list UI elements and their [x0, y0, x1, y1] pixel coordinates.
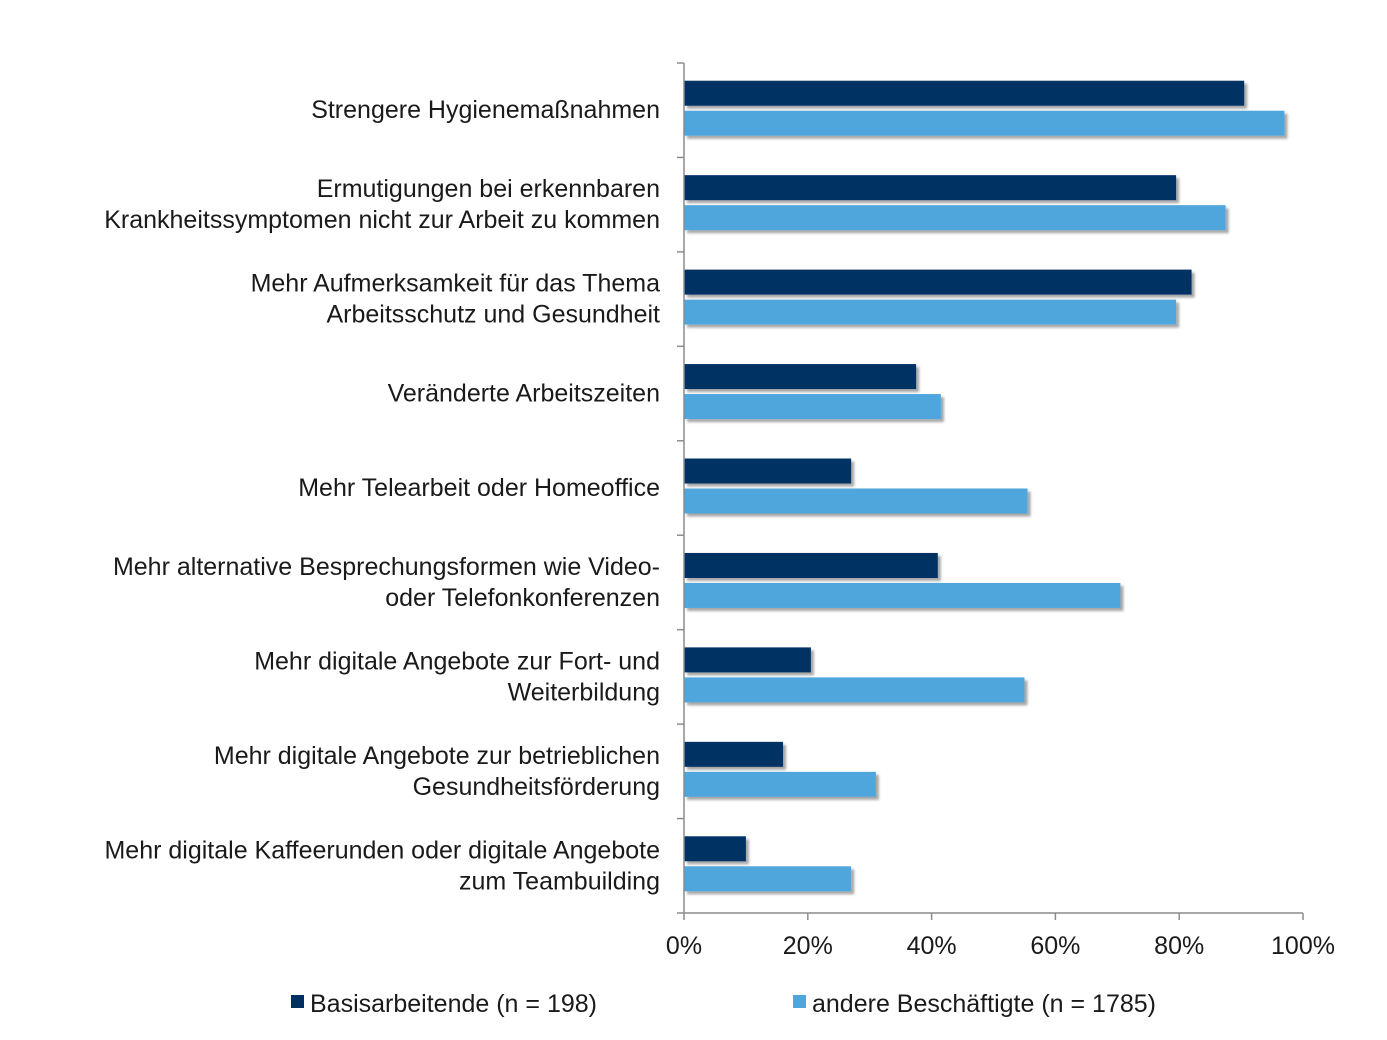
category-label-9: Mehr digitale Kaffeerunden oder digitale…	[104, 836, 660, 895]
category-label-line: Ermutigungen bei erkennbaren	[317, 175, 660, 203]
category-label-1: Strengere Hygienemaßnahmen	[311, 96, 660, 124]
category-label-line: Mehr digitale Angebote zur betrieblichen	[214, 742, 660, 770]
x-tick-label: 40%	[907, 932, 957, 960]
bar-series2-cat2	[684, 205, 1226, 231]
bar-series1-cat1	[684, 80, 1245, 106]
category-label-5: Mehr Telearbeit oder Homeoffice	[298, 474, 660, 502]
category-label-6: Mehr alternative Besprechungsformen wie …	[113, 553, 660, 612]
bar-series2-cat4	[684, 394, 941, 420]
legend: Basisarbeitende (n = 198) andere Beschäft…	[291, 990, 1156, 1018]
bar-series1-cat4	[684, 364, 917, 390]
bar-series2-cat6	[684, 582, 1121, 608]
bar-series1-cat6	[684, 552, 938, 578]
x-tick-label: 100%	[1271, 932, 1335, 960]
axes-group	[677, 62, 1304, 920]
x-tick-label: 0%	[666, 932, 702, 960]
category-label-2: Ermutigungen bei erkennbaren Krankheitssy…	[104, 175, 660, 234]
category-label-3: Mehr Aufmerksamkeit für das Thema Arbeits…	[251, 270, 661, 329]
bars-group	[684, 80, 1285, 892]
x-tick-labels: 0% 20% 40% 60% 80% 100%	[666, 932, 1335, 960]
category-label-line: Weiterbildung	[508, 678, 660, 706]
legend-swatch-2	[793, 995, 806, 1008]
category-label-line: Mehr alternative Besprechungsformen wie …	[113, 553, 660, 581]
bar-series1-cat5	[684, 458, 852, 484]
bar-series1-cat2	[684, 175, 1177, 201]
bar-series1-cat8	[684, 741, 784, 767]
category-label-line: Mehr Aufmerksamkeit für das Thema	[251, 270, 661, 298]
category-label-line: Strengere Hygienemaßnahmen	[311, 96, 660, 124]
category-label-line: Arbeitsschutz und Gesundheit	[326, 301, 660, 329]
legend-swatch-1	[291, 995, 304, 1008]
x-tick-label: 80%	[1154, 932, 1204, 960]
x-tick-label: 20%	[783, 932, 833, 960]
bar-series2-cat5	[684, 488, 1028, 514]
legend-label-2: andere Beschäftigte (n = 1785)	[812, 990, 1156, 1018]
bar-series2-cat3	[684, 299, 1177, 325]
category-label-line: Mehr Telearbeit oder Homeoffice	[298, 474, 660, 502]
category-labels: Strengere Hygienemaßnahmen Ermutigungen b…	[104, 96, 660, 895]
category-label-line: Krankheitssymptomen nicht zur Arbeit zu …	[104, 206, 660, 234]
category-label-line: oder Telefonkonferenzen	[385, 584, 660, 612]
bar-series1-cat7	[684, 647, 811, 673]
category-label-line: zum Teambuilding	[459, 867, 660, 895]
category-label-line: Gesundheitsförderung	[413, 773, 660, 801]
bar-series2-cat9	[684, 866, 852, 892]
category-label-8: Mehr digitale Angebote zur betrieblichen…	[214, 742, 660, 801]
bar-series2-cat1	[684, 110, 1285, 136]
category-label-4: Veränderte Arbeitszeiten	[388, 380, 660, 408]
bar-series2-cat8	[684, 771, 876, 797]
category-label-line: Mehr digitale Angebote zur Fort- und	[254, 647, 660, 675]
category-label-line: Veränderte Arbeitszeiten	[388, 380, 660, 408]
category-label-7: Mehr digitale Angebote zur Fort- und Weit…	[254, 647, 660, 706]
bar-series2-cat7	[684, 677, 1025, 703]
bar-series1-cat9	[684, 836, 746, 862]
category-label-line: Mehr digitale Kaffeerunden oder digitale…	[104, 836, 660, 864]
bar-series1-cat3	[684, 269, 1192, 295]
legend-label-1: Basisarbeitende (n = 198)	[310, 990, 597, 1018]
x-tick-label: 60%	[1030, 932, 1080, 960]
